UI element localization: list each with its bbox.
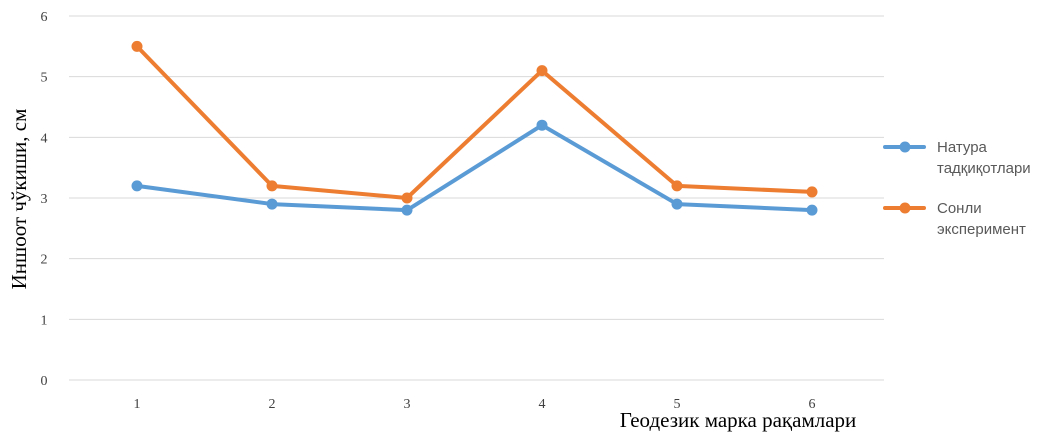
x-tick-label: 4 [539,397,546,412]
data-point [806,186,818,198]
series-lines [131,40,818,216]
data-point [671,198,683,210]
data-point [401,204,413,216]
series-line [135,123,814,213]
x-tick-label: 3 [404,397,411,412]
data-point [131,180,143,192]
y-tick-label: 0 [41,374,48,389]
x-tick-label: 2 [269,397,276,412]
data-point [401,192,413,204]
y-tick-label: 4 [41,131,48,146]
y-tick-label: 5 [41,71,48,86]
data-point [266,180,278,192]
data-point [131,40,143,52]
legend-label: эксперимент [937,221,1026,238]
y-tick-label: 2 [41,253,48,268]
legend-label: Сонли [937,200,982,217]
x-tick-labels: 1 2 3 4 5 6 [134,397,816,412]
legend-item: Натура тадқиқотлари [883,139,1031,177]
data-point [536,65,548,77]
data-point [266,198,278,210]
legend-marker [899,202,911,214]
x-tick-label: 1 [134,397,141,412]
data-point [671,180,683,192]
legend-label: Натура [937,139,988,156]
series-1 [131,119,818,216]
legend: Натура тадқиқотлари Сонли эксперимент [883,139,1031,238]
legend-marker [899,141,911,153]
y-axis-title: Иншоот чўкиши, см [7,109,31,290]
series-line [135,44,814,200]
legend-item: Сонли эксперимент [883,200,1026,238]
y-tick-label: 3 [41,192,48,207]
grid-lines [69,15,884,381]
y-tick-label: 6 [41,10,48,25]
x-tick-label: 6 [809,397,816,412]
data-point [536,119,548,131]
x-tick-label: 5 [674,397,681,412]
series-2 [131,40,818,204]
x-axis-title: Геодезик марка рақамлари [620,408,857,432]
y-tick-labels: 0 1 2 3 4 5 6 [41,10,48,389]
legend-label: тадқиқотлари [937,160,1031,177]
data-point [806,204,818,216]
y-tick-label: 1 [41,313,48,328]
